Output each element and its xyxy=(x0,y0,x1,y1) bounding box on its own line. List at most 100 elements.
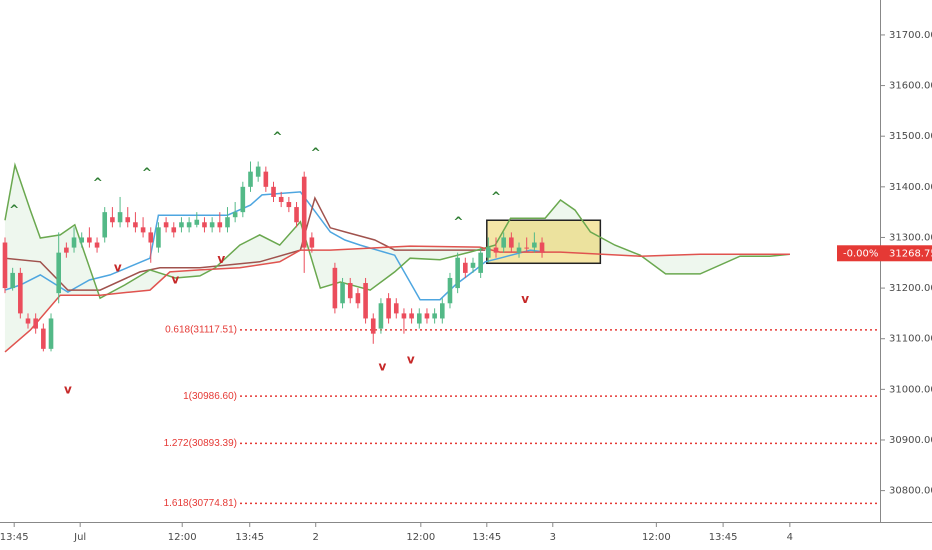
signal-marker: v xyxy=(217,252,225,266)
candle-body xyxy=(217,222,223,228)
candle-body xyxy=(294,207,299,223)
candle-body xyxy=(309,237,315,248)
signal-marker: ^ xyxy=(453,214,463,228)
candle-body xyxy=(156,227,161,248)
fib-label: 1.618(30774.81) xyxy=(164,498,237,509)
candle-body xyxy=(102,212,108,238)
candle-body xyxy=(125,217,131,223)
signal-marker: ^ xyxy=(93,175,103,189)
signal-marker: ^ xyxy=(9,203,19,217)
candle-body xyxy=(301,176,307,248)
signal-marker: ^ xyxy=(142,166,152,180)
candle-body xyxy=(202,222,207,228)
fib-label: 1(30986.60) xyxy=(183,391,237,402)
x-tick-label: 13:45 xyxy=(709,532,738,543)
fib-label: 0.618(31117.51) xyxy=(165,324,237,335)
candle-body xyxy=(140,227,146,233)
candle-body xyxy=(194,219,200,225)
x-tick-label: 12:00 xyxy=(642,532,671,543)
candle-body xyxy=(255,166,261,177)
candle-body xyxy=(524,247,529,249)
signal-marker: ^ xyxy=(272,130,282,144)
candle-body xyxy=(209,222,215,228)
candle-body xyxy=(56,252,61,294)
candle-body xyxy=(386,298,391,319)
candle-body xyxy=(163,222,169,228)
candle-body xyxy=(248,171,253,187)
candle-body xyxy=(470,262,476,268)
candle-body xyxy=(509,237,514,248)
candle-body xyxy=(87,237,92,243)
candle-body xyxy=(416,313,422,324)
candle-body xyxy=(148,232,154,243)
candle-body xyxy=(340,283,345,304)
candle-body xyxy=(463,262,468,273)
candle-body xyxy=(33,318,38,329)
candle-body xyxy=(71,237,77,248)
y-tick-label: 31600.00 xyxy=(889,81,932,92)
candle-body xyxy=(378,303,384,329)
candle-body xyxy=(240,186,246,213)
candle-body xyxy=(10,272,15,289)
x-tick-label: 3 xyxy=(550,532,556,543)
y-tick-label: 31000.00 xyxy=(889,384,932,395)
x-tick-label: 13:45 xyxy=(472,532,501,543)
y-tick-label: 31300.00 xyxy=(889,232,932,243)
x-tick-label: 2 xyxy=(313,532,319,543)
candle-body xyxy=(516,247,522,253)
candle-body xyxy=(110,217,115,223)
candle-body xyxy=(225,217,230,228)
x-tick-label: 13:45 xyxy=(0,532,29,543)
candle-body xyxy=(539,242,545,253)
signal-marker: v xyxy=(114,260,122,274)
y-tick-label: 31500.00 xyxy=(889,131,932,142)
signal-marker: v xyxy=(521,292,529,306)
candle-body xyxy=(409,313,414,319)
candle-body xyxy=(2,242,8,289)
candle-body xyxy=(332,267,338,309)
candle-body xyxy=(424,313,430,319)
candle-body xyxy=(48,318,54,349)
x-tick-label: 12:00 xyxy=(168,532,197,543)
x-tick-label: 13:45 xyxy=(235,532,264,543)
candle-body xyxy=(347,283,353,299)
candle-body xyxy=(370,318,376,334)
candle-body xyxy=(133,222,138,228)
y-tick-label: 30800.00 xyxy=(889,486,932,497)
candle-body xyxy=(79,237,85,243)
signal-marker: v xyxy=(64,382,72,396)
candle-body xyxy=(493,247,499,253)
candle-body xyxy=(393,303,399,314)
candle-body xyxy=(25,318,31,324)
candle-body xyxy=(447,277,453,304)
y-tick-label: 31100.00 xyxy=(889,334,932,345)
candle-body xyxy=(179,222,184,228)
candle-body xyxy=(355,293,361,304)
y-tick-label: 31400.00 xyxy=(889,182,932,193)
candle-body xyxy=(532,242,537,248)
candle-body xyxy=(501,237,506,248)
candle-body xyxy=(94,242,100,248)
signal-marker: ^ xyxy=(491,189,501,203)
candle-body xyxy=(278,196,284,203)
x-tick-label: Jul xyxy=(73,532,86,543)
candle-body xyxy=(18,272,23,314)
candle-body xyxy=(478,252,483,273)
candle-body xyxy=(286,202,292,208)
change-label: -0.00% xyxy=(843,248,878,259)
candle-body xyxy=(271,186,276,197)
last-price-label: 31268.75 xyxy=(889,248,932,259)
candle-body xyxy=(440,303,445,319)
y-tick-label: 30900.00 xyxy=(889,435,932,446)
indicator-line xyxy=(4,162,790,300)
candle-body xyxy=(186,222,192,228)
candle-body xyxy=(263,171,269,187)
candle-body xyxy=(363,283,368,319)
candle-body xyxy=(64,247,69,253)
candle-body xyxy=(432,313,437,319)
candle-body xyxy=(401,313,407,319)
candle-body xyxy=(232,212,238,218)
y-tick-label: 31200.00 xyxy=(889,283,932,294)
